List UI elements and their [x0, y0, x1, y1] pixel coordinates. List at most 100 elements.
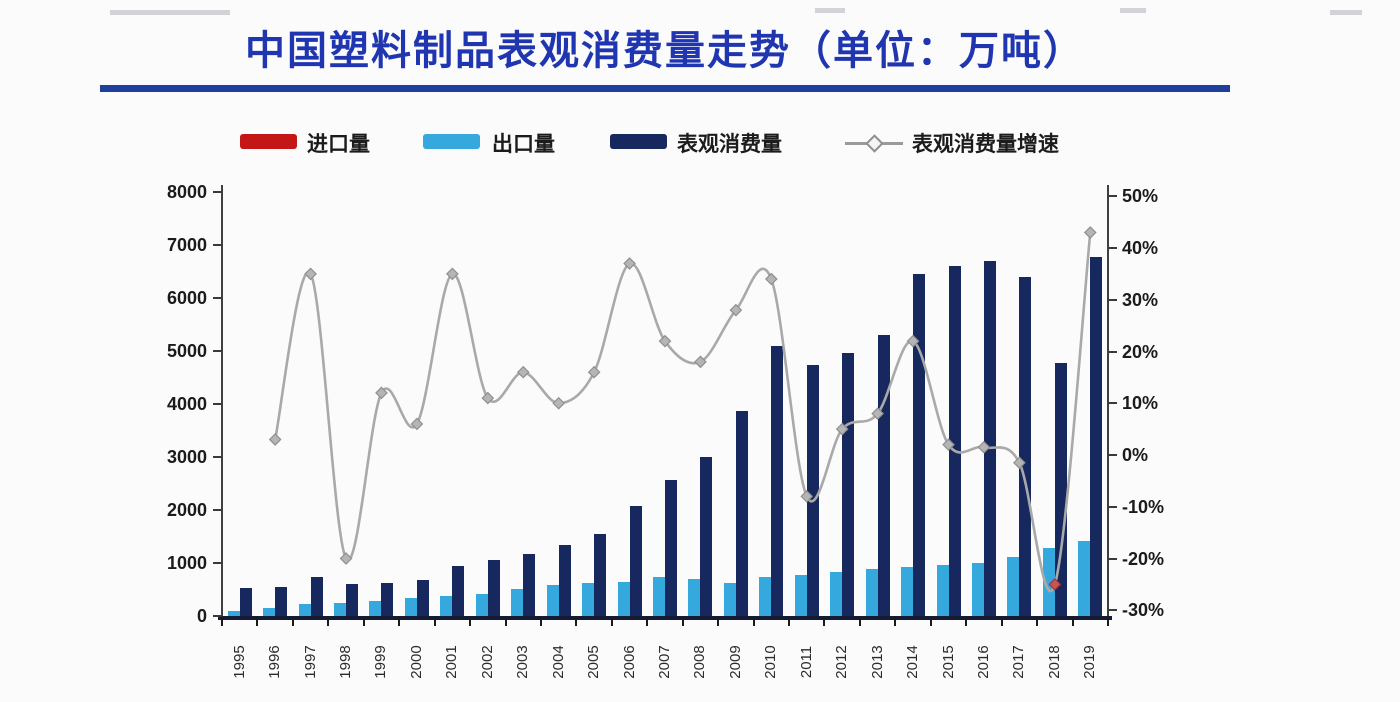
y-axis-left-label: 2000 [166, 500, 207, 520]
y-axis-left-label: 3000 [166, 447, 207, 467]
growth-marker-2006 [623, 257, 636, 270]
growth-marker-1996 [268, 433, 282, 446]
growth-marker-2001 [446, 267, 459, 281]
x-axis-tick [398, 618, 401, 626]
y-axis-left-tick [213, 615, 222, 617]
x-axis-year-label: 2000 [407, 645, 425, 679]
y-axis-left-tick [213, 509, 222, 511]
y-axis-left-label: 6000 [166, 288, 207, 308]
x-axis-year-label: 2011 [797, 645, 815, 679]
y-axis-right-label: 40% [1122, 238, 1159, 258]
bar-consumption-2015 [948, 266, 961, 616]
bar-exports-2004 [546, 585, 559, 616]
x-axis-year-label: 2004 [549, 645, 567, 679]
y-axis-right-tick [1108, 195, 1117, 198]
growth-marker-2010 [764, 272, 778, 286]
y-axis-right-label: 10% [1122, 393, 1159, 414]
x-axis-year-label: 2014 [904, 645, 922, 679]
y-axis-left-label: 0 [196, 606, 207, 626]
y-axis-left-tick [213, 456, 222, 458]
bar-exports-2009 [723, 583, 736, 616]
x-axis-year-label: 2013 [868, 645, 886, 679]
bar-consumption-1995 [239, 588, 252, 616]
bar-exports-2018 [1042, 548, 1055, 616]
bar-exports-2002 [475, 594, 488, 616]
y-axis-right-label: -30% [1122, 600, 1165, 621]
x-axis-year-label: 2006 [620, 645, 638, 679]
x-axis [218, 616, 1112, 620]
y-axis-left-tick [213, 350, 222, 352]
y-axis-left-tick [213, 297, 222, 299]
bar-exports-1998 [334, 603, 347, 616]
y-axis-left [221, 185, 223, 618]
x-axis-year-label: 2003 [514, 645, 532, 679]
page-title: 中国塑料制品表观消费量走势（单位：万吨） [245, 29, 1085, 73]
title-underline [100, 85, 1230, 92]
x-axis-tick [965, 618, 968, 626]
bar-consumption-1999 [381, 583, 394, 616]
bar-exports-2010 [759, 577, 772, 616]
x-axis-tick [221, 618, 223, 626]
growth-marker-2000 [410, 417, 424, 431]
bar-consumption-2002 [487, 560, 500, 616]
growth-marker-2004 [552, 396, 566, 410]
bar-consumption-2018 [1054, 363, 1067, 616]
bar-consumption-2011 [806, 365, 819, 616]
bar-exports-2007 [653, 577, 665, 616]
x-axis-tick [1000, 618, 1003, 626]
x-axis-year-label: 2010 [762, 645, 780, 679]
bar-exports-2008 [688, 579, 701, 616]
y-axis-right-tick [1108, 505, 1117, 508]
x-axis-tick [646, 618, 649, 626]
y-axis-left-tick [213, 244, 222, 246]
y-axis-right-label: 20% [1122, 341, 1159, 362]
x-axis-year-label: 2019 [1081, 645, 1099, 679]
bar-consumption-2006 [629, 506, 642, 616]
y-axis-left-label: 8000 [166, 182, 207, 202]
x-axis-year-label: 2008 [691, 645, 709, 679]
bar-exports-1999 [369, 601, 382, 616]
bar-exports-1997 [298, 604, 311, 616]
growth-marker-2002 [481, 391, 495, 405]
x-axis-tick [1107, 618, 1109, 626]
legend-swatch-exports [423, 134, 480, 149]
bar-consumption-2017 [1019, 277, 1032, 616]
bar-exports-2000 [404, 598, 417, 616]
y-axis-left-tick [213, 403, 222, 405]
y-axis-left-label: 1000 [166, 553, 207, 573]
x-axis-tick [469, 618, 472, 626]
x-axis-tick [610, 618, 613, 626]
bar-exports-2016 [971, 563, 984, 616]
bar-exports-2014 [901, 567, 914, 616]
legend-swatch-consumption [610, 134, 667, 149]
growth-line [273, 232, 1092, 593]
legend-label-growth: 表观消费量增速 [912, 133, 1059, 156]
x-axis-tick [362, 618, 365, 626]
bar-consumption-1996 [275, 587, 288, 616]
bar-exports-2013 [865, 569, 878, 616]
y-axis-left-tick [213, 191, 222, 193]
growth-marker-1998 [339, 552, 353, 565]
y-axis-left-label: 7000 [166, 235, 207, 255]
bar-consumption-2019 [1090, 257, 1103, 616]
bar-consumption-2007 [665, 480, 677, 616]
y-axis-right-tick [1108, 557, 1117, 560]
x-axis-tick [539, 618, 542, 626]
bar-consumption-1997 [310, 577, 323, 616]
legend-swatch-imports [240, 134, 297, 149]
y-axis-right [1107, 185, 1109, 618]
growth-marker-2009 [729, 303, 743, 317]
x-axis-year-label: 2002 [478, 645, 496, 679]
bar-exports-2011 [794, 575, 807, 616]
x-axis-tick [858, 618, 861, 626]
bar-consumption-2016 [983, 261, 996, 616]
x-axis-year-label: 1996 [266, 645, 284, 679]
x-axis-tick [575, 618, 578, 626]
bar-exports-1995 [227, 611, 240, 616]
bar-consumption-2012 [842, 353, 855, 616]
y-axis-right-label: 0% [1122, 445, 1149, 465]
y-axis-right-tick [1108, 298, 1117, 301]
x-axis-tick [291, 618, 294, 626]
